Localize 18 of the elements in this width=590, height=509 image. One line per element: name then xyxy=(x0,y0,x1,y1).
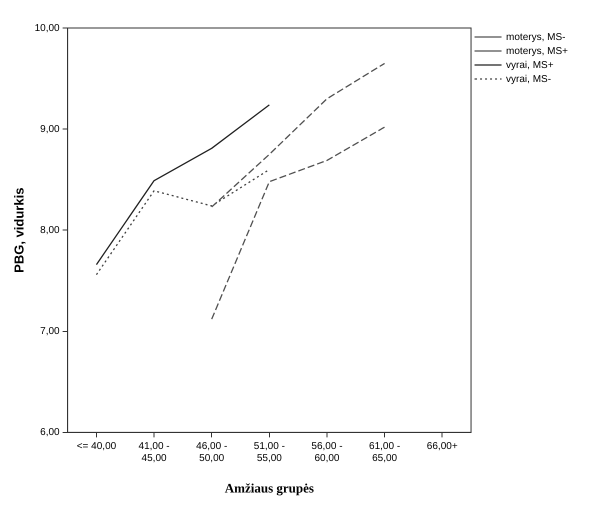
y-tick-label: 7,00 xyxy=(40,326,60,338)
legend-label: vyrai, MS+ xyxy=(506,60,554,71)
y-tick-label: 10,00 xyxy=(34,22,60,34)
y-axis-title: PBG, vidurkis xyxy=(11,188,26,273)
legend-label: vyrai, MS- xyxy=(506,74,552,85)
legend-label: moterys, MS+ xyxy=(506,46,568,57)
y-tick-label: 6,00 xyxy=(40,427,60,438)
x-tick-label: 56,00 - 60,00 xyxy=(311,441,343,464)
x-tick-label: 51,00 - 55,00 xyxy=(254,441,285,464)
x-tick-label: <= 40,00 xyxy=(76,441,117,452)
y-tick-label: 8,00 xyxy=(40,224,60,236)
x-tick-label: 41,00 - 45,00 xyxy=(138,441,170,464)
x-tick-label: 66,00+ xyxy=(426,441,458,452)
y-tick-label: 9,00 xyxy=(40,124,60,135)
x-tick-label: 61,00 - 65,00 xyxy=(369,441,400,464)
legend-label: moterys, MS- xyxy=(506,32,566,43)
x-tick-label: 46,00 - 50,00 xyxy=(196,441,228,464)
x-axis-title: Amžiaus grupės xyxy=(224,480,314,496)
